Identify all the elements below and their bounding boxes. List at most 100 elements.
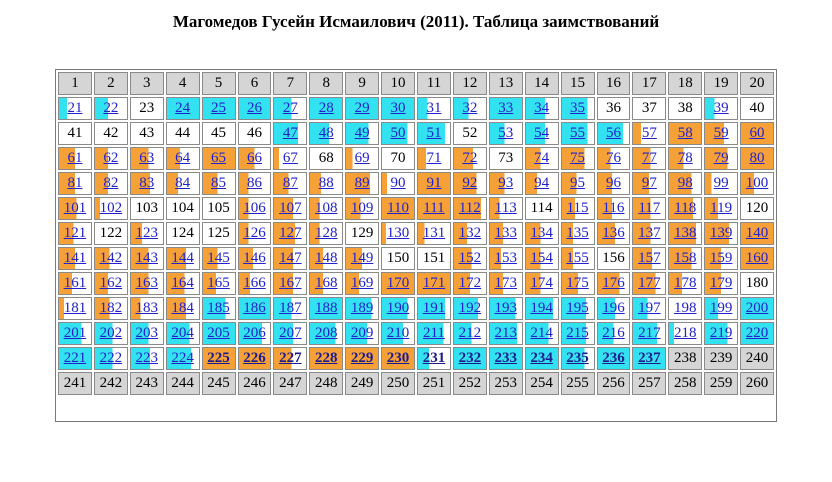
cell-130[interactable]: 130 bbox=[381, 222, 415, 245]
page-link-215[interactable]: 215 bbox=[566, 325, 589, 341]
page-link-209[interactable]: 209 bbox=[350, 325, 374, 341]
page-link-185[interactable]: 185 bbox=[207, 300, 230, 316]
cell-172[interactable]: 172 bbox=[452, 272, 487, 295]
cell-206[interactable]: 206 bbox=[237, 322, 272, 345]
cell-55[interactable]: 55 bbox=[560, 122, 595, 145]
page-link-71[interactable]: 71 bbox=[426, 150, 442, 166]
page-link-115[interactable]: 115 bbox=[566, 200, 589, 216]
page-link-137[interactable]: 137 bbox=[638, 225, 661, 241]
cell-168[interactable]: 168 bbox=[309, 272, 344, 295]
page-link-202[interactable]: 202 bbox=[99, 325, 123, 341]
page-link-168[interactable]: 168 bbox=[314, 275, 338, 291]
page-link-189[interactable]: 189 bbox=[350, 300, 374, 316]
page-link-67[interactable]: 67 bbox=[282, 150, 298, 166]
page-link-123[interactable]: 123 bbox=[135, 225, 158, 241]
cell-79[interactable]: 79 bbox=[704, 147, 739, 170]
cell-49[interactable]: 49 bbox=[345, 122, 380, 145]
cell-189[interactable]: 189 bbox=[345, 297, 380, 320]
page-link-96[interactable]: 96 bbox=[605, 175, 621, 191]
cell-214[interactable]: 214 bbox=[524, 322, 559, 345]
cell-82[interactable]: 82 bbox=[93, 172, 128, 195]
cell-226[interactable]: 226 bbox=[237, 347, 272, 370]
cell-227[interactable]: 227 bbox=[273, 347, 308, 370]
cell-193[interactable]: 193 bbox=[488, 297, 523, 320]
page-link-100[interactable]: 100 bbox=[745, 175, 769, 191]
page-link-82[interactable]: 82 bbox=[103, 175, 119, 191]
page-link-142[interactable]: 142 bbox=[99, 250, 123, 266]
page-link-27[interactable]: 27 bbox=[282, 100, 298, 116]
cell-57[interactable]: 57 bbox=[632, 122, 667, 145]
page-link-65[interactable]: 65 bbox=[211, 150, 227, 166]
page-link-76[interactable]: 76 bbox=[605, 150, 621, 166]
page-link-22[interactable]: 22 bbox=[103, 100, 119, 116]
page-link-183[interactable]: 183 bbox=[135, 300, 158, 316]
page-link-78[interactable]: 78 bbox=[677, 150, 693, 166]
cell-160[interactable]: 160 bbox=[740, 247, 774, 270]
cell-208[interactable]: 208 bbox=[309, 322, 344, 345]
cell-112[interactable]: 112 bbox=[452, 197, 487, 220]
cell-27[interactable]: 27 bbox=[273, 97, 308, 120]
cell-223[interactable]: 223 bbox=[129, 347, 164, 370]
cell-170[interactable]: 170 bbox=[381, 272, 415, 295]
cell-161[interactable]: 161 bbox=[58, 272, 92, 295]
cell-237[interactable]: 237 bbox=[632, 347, 667, 370]
cell-144[interactable]: 144 bbox=[165, 247, 200, 270]
page-link-181[interactable]: 181 bbox=[63, 300, 87, 316]
cell-157[interactable]: 157 bbox=[632, 247, 667, 270]
cell-201[interactable]: 201 bbox=[58, 322, 92, 345]
page-link-60[interactable]: 60 bbox=[749, 125, 765, 141]
page-link-25[interactable]: 25 bbox=[211, 100, 227, 116]
cell-91[interactable]: 91 bbox=[417, 172, 451, 195]
page-link-207[interactable]: 207 bbox=[279, 325, 302, 341]
page-link-167[interactable]: 167 bbox=[279, 275, 302, 291]
cell-229[interactable]: 229 bbox=[345, 347, 380, 370]
cell-80[interactable]: 80 bbox=[740, 147, 774, 170]
page-link-127[interactable]: 127 bbox=[279, 225, 302, 241]
page-link-89[interactable]: 89 bbox=[354, 175, 370, 191]
page-link-236[interactable]: 236 bbox=[602, 350, 625, 366]
page-link-117[interactable]: 117 bbox=[638, 200, 661, 216]
cell-190[interactable]: 190 bbox=[381, 297, 415, 320]
cell-164[interactable]: 164 bbox=[165, 272, 200, 295]
cell-39[interactable]: 39 bbox=[704, 97, 739, 120]
page-link-149[interactable]: 149 bbox=[350, 250, 374, 266]
cell-138[interactable]: 138 bbox=[668, 222, 703, 245]
cell-225[interactable]: 225 bbox=[201, 347, 236, 370]
page-link-214[interactable]: 214 bbox=[530, 325, 553, 341]
cell-171[interactable]: 171 bbox=[417, 272, 451, 295]
page-link-153[interactable]: 153 bbox=[494, 250, 517, 266]
page-link-61[interactable]: 61 bbox=[67, 150, 83, 166]
cell-209[interactable]: 209 bbox=[345, 322, 380, 345]
page-link-145[interactable]: 145 bbox=[207, 250, 230, 266]
page-link-107[interactable]: 107 bbox=[279, 200, 302, 216]
cell-71[interactable]: 71 bbox=[417, 147, 451, 170]
cell-204[interactable]: 204 bbox=[165, 322, 200, 345]
cell-28[interactable]: 28 bbox=[309, 97, 344, 120]
page-link-79[interactable]: 79 bbox=[713, 150, 729, 166]
page-link-226[interactable]: 226 bbox=[243, 350, 266, 366]
cell-100[interactable]: 100 bbox=[740, 172, 774, 195]
cell-179[interactable]: 179 bbox=[704, 272, 739, 295]
page-link-131[interactable]: 131 bbox=[422, 225, 446, 241]
page-link-109[interactable]: 109 bbox=[350, 200, 374, 216]
cell-101[interactable]: 101 bbox=[58, 197, 92, 220]
page-link-135[interactable]: 135 bbox=[566, 225, 589, 241]
cell-126[interactable]: 126 bbox=[237, 222, 272, 245]
page-link-111[interactable]: 111 bbox=[423, 200, 445, 216]
page-link-88[interactable]: 88 bbox=[318, 175, 334, 191]
page-link-110[interactable]: 110 bbox=[387, 200, 410, 216]
cell-65[interactable]: 65 bbox=[201, 147, 236, 170]
page-link-206[interactable]: 206 bbox=[243, 325, 266, 341]
cell-196[interactable]: 196 bbox=[596, 297, 631, 320]
page-link-229[interactable]: 229 bbox=[350, 350, 374, 366]
page-link-203[interactable]: 203 bbox=[135, 325, 158, 341]
page-link-211[interactable]: 211 bbox=[422, 325, 445, 341]
cell-99[interactable]: 99 bbox=[704, 172, 739, 195]
cell-232[interactable]: 232 bbox=[452, 347, 487, 370]
cell-69[interactable]: 69 bbox=[345, 147, 380, 170]
page-link-157[interactable]: 157 bbox=[638, 250, 661, 266]
page-link-221[interactable]: 221 bbox=[63, 350, 87, 366]
page-link-223[interactable]: 223 bbox=[135, 350, 158, 366]
cell-216[interactable]: 216 bbox=[596, 322, 631, 345]
cell-162[interactable]: 162 bbox=[93, 272, 128, 295]
